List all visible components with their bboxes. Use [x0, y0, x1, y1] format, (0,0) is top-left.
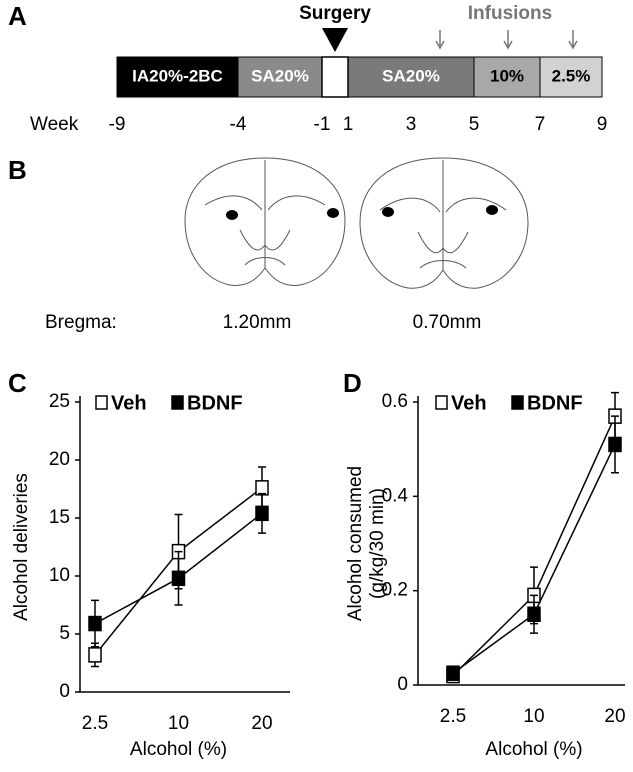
data-point — [446, 665, 460, 681]
legend-swatch — [95, 395, 108, 410]
week-tick-label: 1 — [343, 114, 354, 135]
panel-label: D — [343, 368, 362, 398]
legend-swatch — [511, 395, 524, 410]
infusion-arrow — [568, 30, 578, 50]
x-axis-label: Alcohol (%) — [485, 739, 582, 760]
series-line — [452, 444, 616, 674]
legend-label: BDNF — [187, 392, 243, 414]
y-tick-label: 20 — [49, 449, 70, 470]
segment-label: SA20% — [251, 66, 309, 85]
x-tick-label: 20 — [251, 713, 272, 734]
surgery-box — [321, 56, 349, 98]
infusion-arrow — [503, 30, 513, 50]
timeline-segment — [347, 56, 475, 98]
x-tick-label: 10 — [523, 706, 544, 727]
section-label: 0.70mm — [413, 312, 482, 333]
week-tick-label: -4 — [230, 114, 247, 135]
panel-label: C — [8, 368, 27, 398]
segment-label: IA20%-2BC — [132, 66, 223, 85]
axes — [417, 396, 625, 686]
infusion-arrow — [435, 30, 445, 50]
data-point — [88, 615, 102, 632]
timeline-segment — [237, 56, 323, 98]
segment-label: SA20% — [382, 66, 440, 85]
panel-label: A — [8, 1, 27, 31]
x-tick-label: 10 — [168, 713, 189, 734]
segment-label: 10% — [490, 66, 524, 85]
data-point — [608, 436, 622, 453]
data-point — [171, 570, 186, 587]
data-point — [88, 647, 102, 663]
segment-label: 2.5% — [552, 66, 591, 85]
legend-swatch — [171, 395, 184, 410]
data-point — [255, 480, 269, 496]
timeline-segment — [539, 56, 603, 98]
x-tick-label: 2.5 — [440, 706, 466, 727]
section-label: 1.20mm — [223, 312, 292, 333]
y-tick-label: 10 — [49, 565, 70, 586]
week-tick-label: 7 — [535, 114, 546, 135]
week-label: Week — [30, 114, 79, 135]
week-tick-label: -1 — [314, 114, 331, 135]
y-tick-label: 0.6 — [382, 391, 408, 412]
panel-label: B — [8, 155, 27, 185]
timeline-segment — [116, 56, 239, 98]
y-tick-label: 0.2 — [382, 580, 408, 601]
brain-section-right — [359, 157, 529, 289]
data-point — [527, 606, 541, 622]
y-tick-label: 15 — [49, 507, 70, 528]
brain-section-left — [184, 157, 346, 286]
y-tick-label: 25 — [49, 391, 70, 412]
week-tick-label: 3 — [406, 114, 417, 135]
y-tick-label: 5 — [59, 623, 70, 644]
y-tick-label: 0 — [397, 674, 408, 695]
infusions-label: Infusions — [468, 3, 552, 24]
x-tick-label: 2.5 — [82, 713, 108, 734]
week-tick-label: 9 — [597, 114, 608, 135]
y-tick-label: 0 — [59, 681, 70, 702]
bregma-label: Bregma: — [45, 312, 117, 333]
legend-label: Veh — [111, 392, 147, 414]
x-axis-label: Alcohol (%) — [130, 739, 227, 760]
legend-label: Veh — [451, 392, 487, 414]
legend-label: BDNF — [527, 392, 583, 414]
week-tick-label: -9 — [109, 114, 126, 135]
legend-swatch — [435, 395, 448, 410]
y-tick-label: 0.4 — [382, 485, 409, 506]
week-tick-label: 5 — [469, 114, 480, 135]
x-tick-label: 20 — [604, 706, 625, 727]
y-axis-label: Alcohol deliveries — [11, 473, 32, 621]
y-axis-label: (g/kg/30 min) — [367, 488, 388, 599]
y-axis-label: Alcohol consumed — [345, 466, 366, 621]
surgery-label: Surgery — [299, 3, 371, 24]
series-line — [452, 415, 616, 677]
data-point — [255, 505, 269, 522]
surgery-arrow — [322, 28, 348, 52]
